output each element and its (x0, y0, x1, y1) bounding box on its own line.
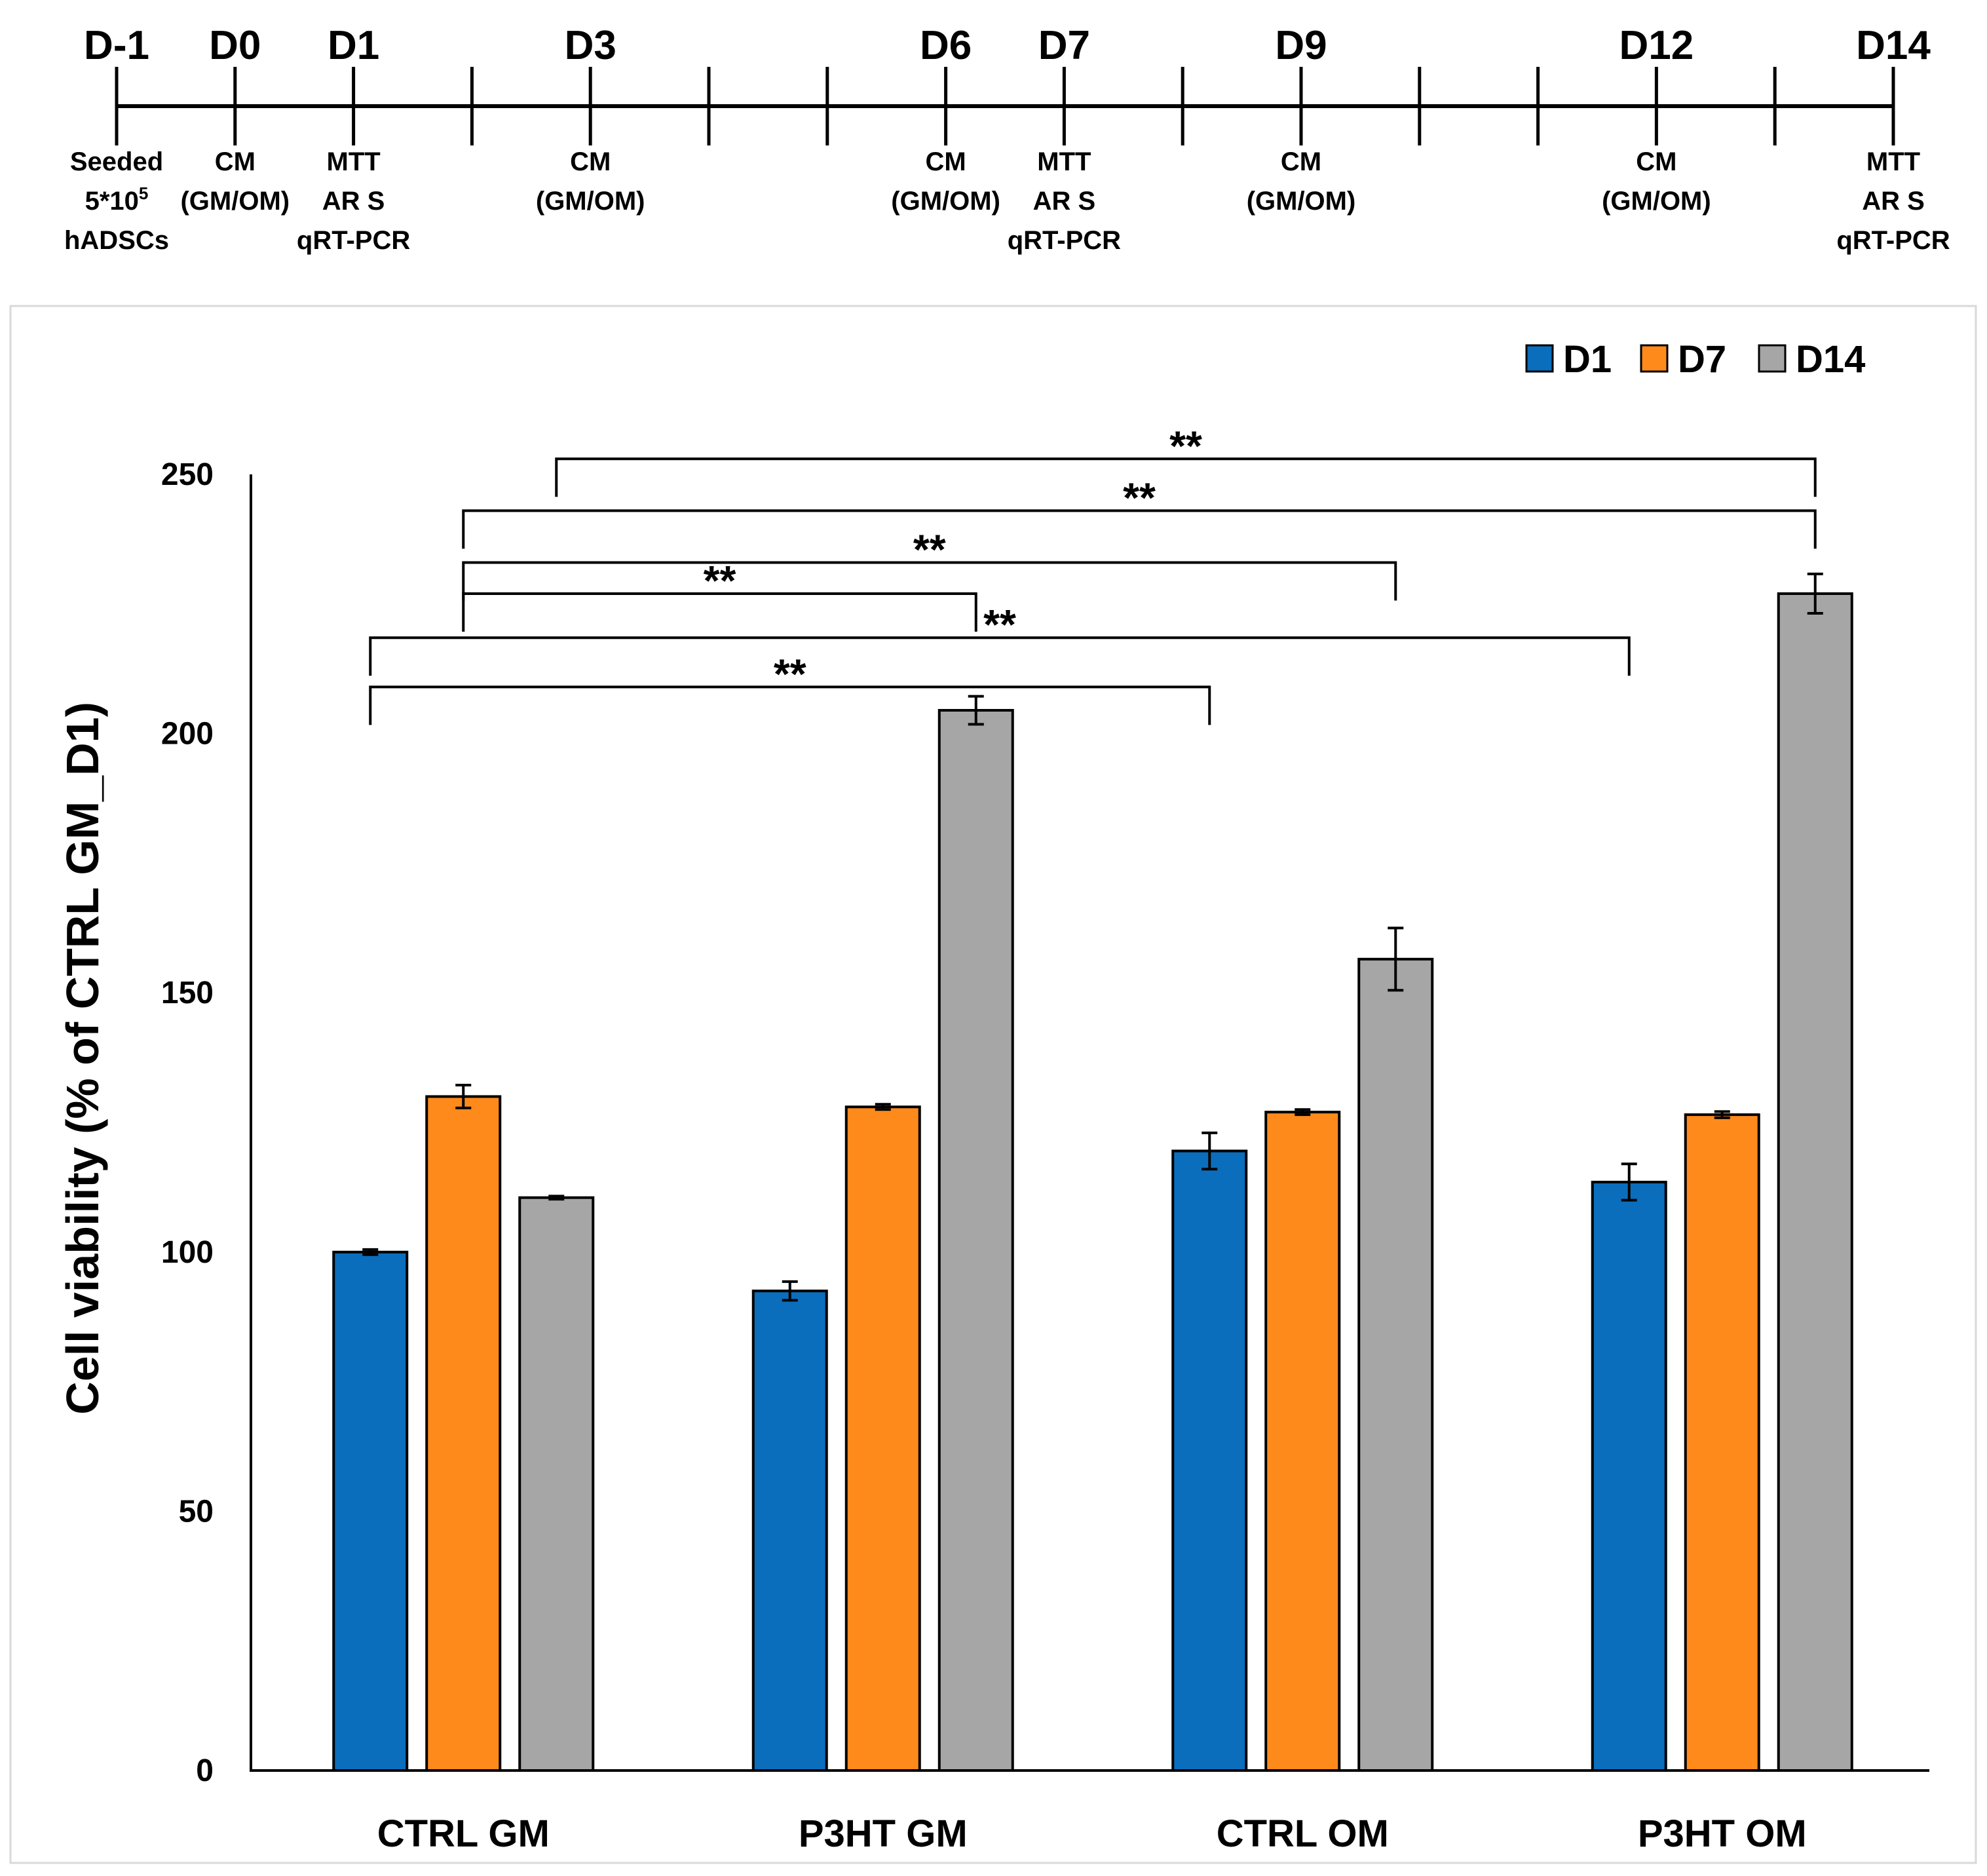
bar-p3ht-om-d1 (1591, 1180, 1667, 1772)
legend-label-d14: D14 (1796, 338, 1865, 381)
timeline-note: MTT (1866, 147, 1920, 176)
x-category-label: P3HT GM (799, 1812, 968, 1855)
error-bar (1388, 927, 1404, 992)
error-bar (362, 1248, 379, 1256)
bar-ctrl-om-d14 (1357, 957, 1434, 1772)
significance-label: ** (1169, 422, 1202, 469)
legend-swatch-d7 (1640, 344, 1669, 373)
bar-ctrl-gm-d7 (425, 1095, 502, 1772)
error-bar (1295, 1108, 1311, 1117)
error-bars (362, 572, 1823, 1302)
timeline-day-label: D9 (1275, 23, 1327, 68)
x-axis-category-labels: CTRL GM P3HT GM CTRL OM P3HT OM (377, 1812, 1807, 1855)
timeline-note: CM (570, 147, 611, 176)
timeline-note: qRT-PCR (1008, 226, 1121, 255)
bar-p3ht-gm-d14 (937, 708, 1014, 1772)
error-bar (1202, 1131, 1218, 1171)
error-bar (548, 1195, 565, 1201)
significance-label: ** (774, 650, 806, 697)
bar-series (332, 592, 1853, 1772)
error-bar (455, 1084, 472, 1109)
timeline-note: AR S (322, 187, 385, 216)
significance-label: ** (1123, 474, 1156, 521)
timeline-note: CM (215, 147, 255, 176)
significance-label: ** (704, 557, 736, 604)
y-tick-label: 250 (161, 457, 214, 492)
timeline-day-label: D6 (920, 23, 972, 68)
significance-bracket: ** (555, 422, 1817, 497)
timeline-day-label: D-1 (84, 23, 149, 68)
timeline-day-label: D7 (1038, 23, 1090, 68)
timeline-note: (GM/OM) (1602, 187, 1711, 216)
timeline-note: (GM/OM) (1247, 187, 1356, 216)
x-category-label: P3HT OM (1638, 1812, 1807, 1855)
legend-label-d1: D1 (1563, 338, 1612, 381)
timeline-note: MTT (327, 147, 381, 176)
timeline-note: MTT (1037, 147, 1091, 176)
timeline-day-label: D14 (1856, 23, 1931, 68)
error-bar (1621, 1162, 1637, 1202)
timeline-note: CM (925, 147, 966, 176)
timeline-note: AR S (1033, 187, 1096, 216)
timeline-note: hADSCs (64, 226, 169, 255)
legend-label-d7: D7 (1678, 338, 1726, 381)
timeline-note: 5*105 (85, 183, 149, 216)
bar-p3ht-gm-d7 (844, 1105, 921, 1772)
y-tick-label: 50 (179, 1494, 214, 1529)
error-bar (1714, 1110, 1730, 1119)
significance-bracket: ** (369, 601, 1631, 676)
significance-bracket: ** (462, 557, 977, 632)
error-bar (875, 1103, 891, 1111)
legend-swatch-d1 (1525, 344, 1554, 373)
bar-ctrl-om-d1 (1171, 1149, 1248, 1772)
x-category-label: CTRL OM (1217, 1812, 1389, 1855)
legend-swatch-d14 (1758, 344, 1787, 373)
timeline-note: CM (1281, 147, 1321, 176)
timeline-note: AR S (1862, 187, 1925, 216)
timeline-note: qRT-PCR (297, 226, 410, 255)
bar-ctrl-om-d7 (1264, 1111, 1341, 1772)
error-bar (782, 1280, 798, 1302)
y-axis-title: Cell viability (% of CTRL GM_D1) (57, 702, 108, 1415)
bar-p3ht-om-d14 (1777, 592, 1853, 1772)
timeline-day-label: D12 (1619, 23, 1694, 68)
timeline-note: (GM/OM) (891, 187, 1000, 216)
significance-label: ** (913, 526, 946, 573)
chart-legend: D1 D7 D14 (1525, 338, 1865, 381)
error-bar (968, 695, 984, 726)
bar-ctrl-gm-d1 (332, 1250, 409, 1772)
y-tick-label: 150 (161, 976, 214, 1010)
timeline-note: (GM/OM) (536, 187, 645, 216)
timeline-note: CM (1636, 147, 1676, 176)
timeline-day-label: D0 (209, 23, 261, 68)
y-tick-label: 100 (161, 1235, 214, 1270)
timeline-note: (GM/OM) (180, 187, 290, 216)
timeline-day-label: D1 (328, 23, 379, 68)
significance-bracket: ** (369, 650, 1211, 725)
error-bar (1807, 572, 1823, 615)
significance-bracket: ** (462, 474, 1817, 549)
y-tick-label: 200 (161, 717, 214, 752)
bar-p3ht-om-d7 (1684, 1113, 1760, 1772)
timeline-day-label: D3 (565, 23, 616, 68)
timeline-note: qRT-PCR (1836, 226, 1950, 255)
significance-brackets: ** ** ** ** ** ** (369, 422, 1817, 725)
bar-p3ht-gm-d1 (751, 1290, 828, 1772)
x-category-label: CTRL GM (377, 1812, 550, 1855)
timeline-note: Seeded (70, 147, 163, 176)
significance-bracket: ** (462, 526, 1397, 601)
experiment-timeline: D-1 Seeded 5*105 hADSCs D0 CM (GM/OM) D1 MTT AR S… (64, 23, 1950, 255)
significance-label: ** (983, 601, 1016, 648)
y-tick-label: 0 (196, 1753, 214, 1788)
bar-ctrl-gm-d14 (518, 1196, 595, 1772)
